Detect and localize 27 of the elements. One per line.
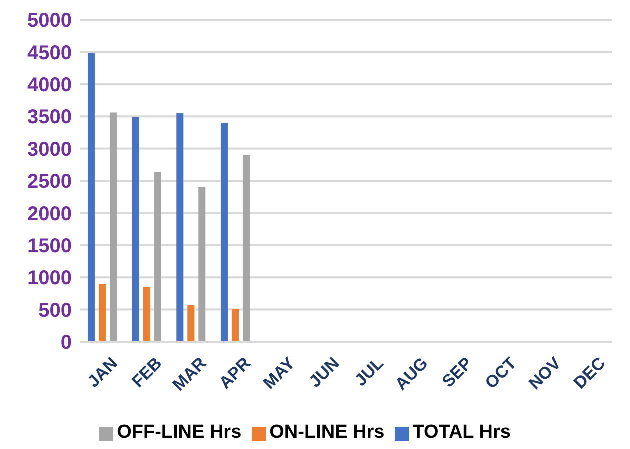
bar (220, 123, 228, 342)
y-tick-label: 2500 (28, 171, 72, 194)
bar (98, 284, 106, 342)
bar (143, 287, 150, 342)
legend-label: OFF-LINE Hrs (117, 422, 242, 443)
y-tick-label: 1500 (28, 236, 72, 258)
y-tick-label: 3000 (28, 138, 72, 161)
bar (232, 309, 239, 342)
y-tick-label: 2000 (28, 203, 72, 226)
bar (176, 113, 184, 342)
bar (132, 117, 140, 342)
bar (110, 112, 117, 342)
bar (242, 155, 250, 342)
y-tick-label: 3500 (28, 106, 72, 129)
bar (188, 305, 195, 342)
bar (88, 53, 95, 342)
y-tick-label: 4500 (28, 42, 72, 64)
legend-label: ON-LINE Hrs (270, 422, 385, 443)
y-tick-label: 4000 (28, 74, 72, 96)
y-tick-label: 5000 (28, 10, 72, 32)
bar (198, 187, 206, 342)
bar (154, 172, 162, 342)
x-tick-label: JUL (351, 354, 388, 390)
legend-label: TOTAL Hrs (412, 422, 511, 443)
y-tick-label: 500 (38, 300, 72, 322)
y-tick-label: 0 (60, 332, 72, 354)
y-tick-label: 1000 (28, 268, 72, 290)
